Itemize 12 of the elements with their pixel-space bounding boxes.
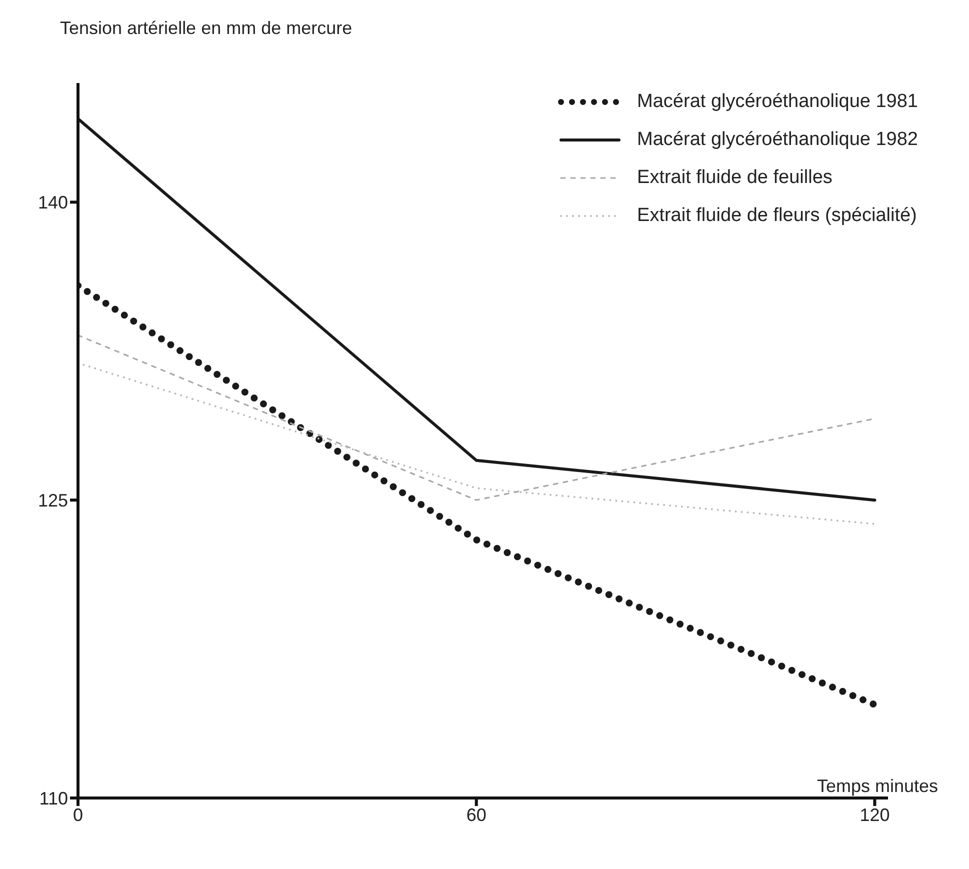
legend-label: Macérat glycéroéthanolique 1981	[637, 91, 918, 113]
y-tick-label: 110	[39, 788, 68, 808]
legend-label: Macérat glycéroéthanolique 1982	[637, 129, 918, 151]
x-tick-label: 60	[466, 804, 486, 825]
y-tick-label: 140	[38, 192, 68, 213]
legend-label: Extrait fluide de fleurs (spécialité)	[637, 205, 917, 227]
y-tick-label: 125	[38, 490, 68, 510]
legend-label: Extrait fluide de feuilles	[637, 167, 832, 189]
x-axis-title: Temps minutes	[816, 776, 938, 797]
y-axis-title: Tension artérielle en mm de mercure	[60, 18, 352, 39]
x-tick-label: 0	[72, 804, 84, 825]
x-tick-label: 120	[860, 804, 890, 825]
